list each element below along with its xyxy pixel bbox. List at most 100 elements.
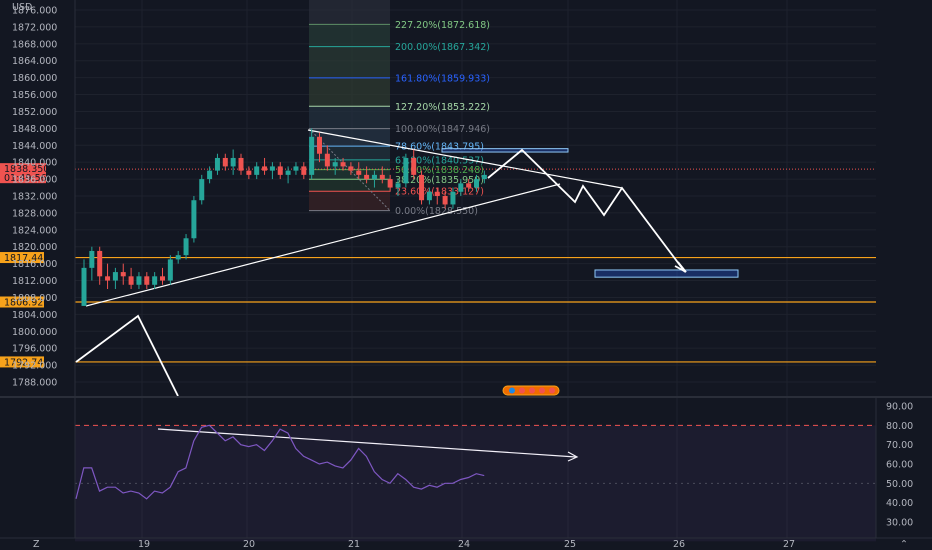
fib-band (309, 106, 390, 129)
descending-trendline[interactable] (307, 129, 623, 189)
candle-body (230, 157, 236, 167)
resistance-zone[interactable] (441, 148, 569, 153)
candle-body (434, 191, 440, 196)
candle-body (481, 174, 487, 180)
price-tick-label: 1788.000 (12, 378, 57, 389)
candle-body (238, 157, 244, 171)
candle-body (246, 170, 252, 175)
candle-body (191, 200, 197, 239)
fib-band (309, 46, 390, 78)
candle-body (474, 179, 479, 188)
rsi-tick-label: 60.00 (886, 460, 913, 471)
rsi-tick-label: 30.00 (886, 518, 913, 529)
currency-label: USD (12, 2, 32, 13)
ascending-trendline[interactable] (85, 183, 561, 307)
candle-body (207, 170, 213, 180)
candle-body (152, 276, 158, 285)
fib-level-label: 0.00%(1828.550) (395, 206, 478, 217)
candle-body (97, 250, 103, 277)
candle-body (285, 170, 291, 175)
price-tick-label: 1876.000 (12, 6, 57, 17)
level-price-label: 1806.926 (4, 297, 49, 308)
time-tick-label: 27 (783, 539, 795, 550)
fib-level-label: 78.60%(1843.795) (395, 142, 484, 153)
fib-level-label: 38.20%(1835.959) (395, 175, 484, 186)
trend-drawings[interactable] (75, 129, 687, 462)
time-tick-label: 26 (673, 539, 685, 550)
price-tick-label: 1812.000 (12, 276, 57, 287)
price-tick-label: 1848.000 (12, 124, 57, 135)
candle-body (419, 174, 425, 201)
fib-top-band (309, 0, 390, 25)
candle-body (442, 196, 448, 205)
level-price-badge (0, 296, 44, 308)
candle-body (199, 179, 205, 201)
price-tick-label: 1828.000 (12, 208, 57, 219)
fib-level-label: 127.20%(1853.222) (395, 102, 490, 113)
scroll-right-icon[interactable]: ⌃ (900, 539, 908, 550)
rsi-tick-label: 40.00 (886, 498, 913, 509)
countdown-label: 01:49:56 (4, 173, 47, 184)
fib-extension[interactable]: 227.20%(1872.618) 200.00%(1867.342) 161.80… (308, 0, 490, 217)
candle-body (254, 166, 260, 175)
earlier-projection-path[interactable] (75, 314, 179, 397)
candle-body (105, 276, 111, 281)
candle-body (364, 174, 370, 180)
price-tick-label: 1864.000 (12, 56, 57, 67)
rsi-tick-label: 70.00 (886, 440, 913, 451)
price-tick-label: 1796.000 (12, 344, 57, 355)
rsi-divergence-arrowhead (567, 451, 579, 462)
candle-body (175, 255, 181, 260)
level-price-label: 1817.442 (4, 253, 49, 264)
candle-body (309, 136, 315, 175)
candle-body (112, 272, 118, 281)
candle-body (214, 157, 220, 171)
target-zone[interactable] (594, 269, 739, 278)
level-price-label: 1792.749 (4, 357, 49, 368)
fib-band (309, 179, 390, 192)
rsi-divergence-line[interactable] (157, 428, 577, 458)
candle-body (411, 157, 417, 175)
time-tick-label: 21 (348, 539, 360, 550)
candle-body (348, 166, 354, 171)
candle-body (466, 183, 472, 188)
fib-level-label: 100.00%(1847.946) (395, 124, 490, 135)
time-tick-label: 24 (458, 539, 470, 550)
timezone-icon[interactable]: Z (33, 539, 40, 550)
fib-band (309, 191, 390, 211)
fib-level-label: 200.00%(1867.342) (395, 42, 490, 53)
candle-body (120, 272, 126, 277)
price-tick-label: 1804.000 (12, 310, 57, 321)
candle-body (128, 276, 134, 285)
candle-body (262, 166, 268, 171)
candle-body (89, 250, 95, 268)
price-tick-label: 1824.000 (12, 225, 57, 236)
candle-body (379, 174, 385, 180)
fib-band (309, 24, 390, 47)
price-tick-label: 1808.000 (12, 293, 57, 304)
price-tick-label: 1792.000 (12, 361, 57, 372)
time-tick-label: 25 (564, 539, 576, 550)
rsi-tick-label: 80.00 (886, 421, 913, 432)
event-marker-icon[interactable] (502, 385, 560, 396)
fib-level-label: 61.80%(1840.537) (395, 155, 484, 166)
candle-body (183, 238, 189, 256)
price-tick-label: 1840.000 (12, 158, 57, 169)
price-tick-label: 1816.000 (12, 259, 57, 270)
candle-body (395, 183, 401, 188)
projection-arrowhead (674, 261, 687, 273)
rsi-pane (75, 424, 876, 542)
rsi-tick-label: 50.00 (886, 479, 913, 490)
fib-level-label: 50.00%(1838.248) (395, 165, 484, 176)
price-tick-label: 1844.000 (12, 141, 57, 152)
candle-body (403, 157, 409, 184)
candlesticks (81, 128, 487, 306)
price-tick-label: 1836.000 (12, 175, 57, 186)
candle-body (160, 276, 165, 281)
projection-path[interactable] (487, 148, 686, 273)
candle-body (293, 166, 299, 171)
price-tick-label: 1856.000 (12, 90, 57, 101)
